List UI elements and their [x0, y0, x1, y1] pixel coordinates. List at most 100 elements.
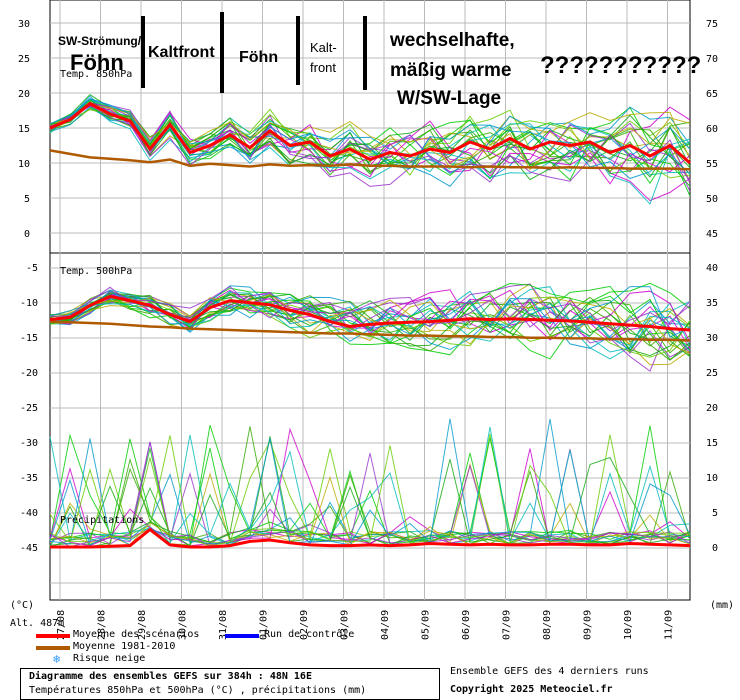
y-tick-850: 5 [24, 194, 30, 205]
x-tick-label: 05/09 [421, 610, 432, 640]
x-tick-label: 07/09 [502, 610, 513, 640]
right-tick-500: 10 [706, 473, 718, 484]
ensemble-line [49, 98, 691, 180]
y-tick-850: 0 [24, 229, 30, 240]
mean-line-precip [50, 527, 691, 549]
x-tick-label: 03/09 [340, 610, 351, 640]
right-tick-850: 65 [706, 89, 718, 100]
ensemble-line [49, 296, 691, 358]
precip-ensemble-line [49, 426, 691, 546]
y-tick-500: -35 [20, 473, 38, 484]
x-tick-label: 01/09 [259, 610, 270, 640]
precip-ensemble-line [49, 441, 691, 548]
annotation-sw: SW-Strömung/ [58, 34, 142, 48]
legend-mean-swatch [36, 634, 70, 638]
annotation-kaltfront: Kaltfront [148, 44, 215, 61]
y-tick-500: -25 [20, 403, 38, 414]
right-tick-850: 45 [706, 229, 718, 240]
x-tick-label: 29/08 [137, 610, 148, 640]
y-tick-500: -40 [20, 508, 38, 519]
mean-line-500 [49, 294, 691, 332]
x-tick-label: 11/09 [664, 610, 675, 640]
right-tick-500: 20 [706, 403, 718, 414]
right-tick-500: 25 [706, 368, 718, 379]
right-tick-500: 15 [706, 438, 718, 449]
y-tick-850: 25 [18, 54, 30, 65]
annotation-wechsel-1: wechselhafte, [390, 30, 515, 51]
footer-runs: Ensemble GEFS des 4 derniers runs [450, 666, 649, 677]
x-tick-label: 31/08 [218, 610, 229, 640]
annotation-foehn-1: Föhn [70, 50, 124, 75]
y-tick-500: -20 [20, 368, 38, 379]
ensemble-line [49, 291, 691, 358]
ensemble-members [49, 94, 691, 548]
mean-lines [49, 101, 691, 549]
ensemble-line [49, 102, 691, 202]
snowflake-icon: ❄ [53, 652, 61, 666]
climate-line-500 [49, 320, 691, 342]
y-tick-500: -45 [20, 543, 38, 554]
x-tick-label: 06/09 [461, 610, 472, 640]
x-tick-label: 27/08 [56, 610, 67, 640]
right-tick-500: 5 [712, 508, 718, 519]
ensemble-line [49, 294, 691, 354]
precip-ensemble-line [49, 425, 691, 545]
x-tick-label: 10/09 [623, 610, 634, 640]
ensemble-line [49, 98, 691, 192]
x-tick-label: 02/09 [299, 610, 310, 640]
axes: 27/08 28/08 29/08 30/08 31/08 01/09 02/09 03/09… [18, 19, 718, 640]
annotation-wechsel-2: mäßig warme [390, 60, 512, 81]
climate-line-850 [49, 149, 691, 171]
annotation-kalt: Kalt- [310, 40, 337, 55]
panel-title: Temp. 850hPa [60, 69, 132, 80]
x-tick-label: 30/08 [178, 610, 189, 640]
y-tick-500: -10 [20, 298, 38, 309]
x-tick-label: 04/09 [380, 610, 391, 640]
y-tick-500: -15 [20, 333, 38, 344]
y-tick-850: 10 [18, 159, 30, 170]
precip-ensemble-line [49, 418, 691, 547]
right-tick-850: 70 [706, 54, 718, 65]
right-tick-850: 60 [706, 124, 718, 135]
ensemble-line [49, 286, 691, 342]
right-tick-500: 30 [706, 333, 718, 344]
legend-control-label: Run de contrôle [264, 629, 355, 640]
annotation-foehn-2: Föhn [239, 49, 279, 66]
legend-control-swatch [225, 634, 259, 638]
altitude-label: Alt. 487m [10, 618, 65, 629]
annotation-questions: ??????????? [540, 52, 702, 79]
panel-title: Précipitations [60, 514, 144, 526]
left-unit: (°C) [10, 600, 35, 611]
x-tick-label: 08/09 [542, 610, 553, 640]
x-tick-label: 09/09 [583, 610, 594, 640]
right-tick-850: 55 [706, 159, 718, 170]
y-tick-500: -30 [20, 438, 38, 449]
x-tick-label: 28/08 [97, 610, 108, 640]
ensemble-line [49, 101, 691, 181]
right-tick-850: 75 [706, 19, 718, 30]
footer-subtitle: Températures 850hPa et 500hPa (°C) , pré… [29, 685, 367, 696]
y-tick-850: 30 [18, 19, 30, 30]
annotation-wechsel-3: W/SW-Lage [397, 88, 502, 109]
y-tick-850: 20 [18, 89, 30, 100]
footer-box: Diagramme des ensembles GEFS sur 384h : … [20, 668, 440, 700]
footer-copyright: Copyright 2025 Meteociel.fr [450, 684, 613, 695]
right-tick-500: 0 [712, 543, 718, 554]
y-tick-500: -5 [26, 263, 38, 274]
legend-climate-swatch [36, 646, 70, 650]
right-tick-500: 40 [706, 263, 718, 274]
ensemble-line [49, 104, 691, 171]
y-tick-850: 15 [18, 124, 30, 135]
panel-title: Temp. 500hPa [60, 266, 132, 277]
ensemble-line [49, 285, 691, 332]
precip-ensemble-line [49, 434, 691, 547]
legend-climate-label: Moyenne 1981-2010 [73, 641, 176, 652]
footer-title: Diagramme des ensembles GEFS sur 384h : … [29, 671, 312, 682]
right-unit: (mm) [710, 600, 735, 611]
legend-mean-label: Moyenne des scénarios [73, 629, 200, 640]
right-tick-500: 35 [706, 298, 718, 309]
mean-line-850 [49, 101, 691, 165]
annotation-front: front [310, 60, 337, 75]
right-tick-850: 50 [706, 194, 718, 205]
